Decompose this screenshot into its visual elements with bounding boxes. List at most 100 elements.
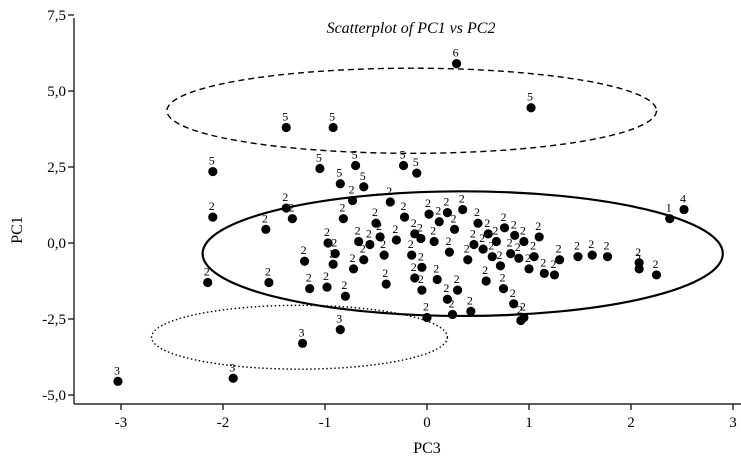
group-ellipses (150, 67, 724, 370)
data-point (281, 203, 291, 213)
data-point (634, 264, 644, 274)
point-label: 1 (666, 201, 672, 215)
data-point (514, 253, 524, 263)
data-point (338, 214, 348, 224)
point-label: 2 (445, 234, 451, 248)
data-point (407, 250, 417, 260)
data-point (359, 182, 369, 192)
point-label: 5 (329, 109, 335, 123)
data-point (432, 274, 442, 285)
data-point (555, 255, 565, 265)
data-point (328, 259, 338, 269)
data-point (365, 239, 375, 250)
point-label: 2 (204, 265, 210, 279)
point-label: 2 (418, 249, 424, 263)
point-label: 5 (527, 90, 533, 104)
data-point (483, 229, 493, 239)
point-label: 2 (288, 201, 294, 215)
point-label: 5 (360, 169, 366, 183)
point-label: 2 (324, 225, 330, 239)
y-tick-label: 7,5 (47, 8, 66, 24)
data-point (587, 250, 597, 260)
y-tick-label: -2,5 (42, 312, 66, 328)
x-tick-label: -3 (115, 415, 128, 431)
data-point (449, 224, 460, 234)
point-label: 2 (443, 195, 449, 209)
data-point (354, 236, 364, 247)
point-label: 5 (209, 154, 215, 168)
point-label: 2 (511, 217, 517, 231)
point-label: 2 (500, 271, 506, 285)
data-point (665, 214, 675, 224)
data-point (466, 306, 476, 316)
data-point (679, 204, 689, 215)
point-label: 5 (400, 147, 406, 161)
point-label: 2 (323, 269, 329, 283)
point-label: 2 (540, 255, 546, 269)
data-point (442, 294, 452, 304)
point-label: 2 (482, 263, 488, 277)
point-label: 2 (588, 237, 594, 251)
point-label: 2 (515, 240, 521, 254)
point-label: 2 (376, 219, 382, 233)
data-point (529, 252, 539, 262)
point-label: 2 (530, 239, 536, 253)
point-label: 2 (520, 223, 526, 237)
data-point (463, 255, 473, 265)
data-point (458, 204, 468, 215)
data-point (524, 264, 534, 274)
data-point (534, 232, 544, 242)
point-label: 2 (551, 257, 557, 271)
data-point (322, 282, 332, 292)
data-point (549, 270, 560, 280)
ellipse-group-2-solid (201, 190, 724, 318)
data-point (340, 291, 350, 301)
data-point (391, 235, 401, 245)
point-label: 2 (430, 223, 436, 237)
data-point (519, 312, 529, 323)
data-point (481, 276, 491, 286)
x-tick-label: 3 (729, 415, 737, 431)
data-point (498, 284, 509, 294)
data-point (297, 338, 308, 348)
chart-title: Scatterplot of PC1 vs PC2 (327, 20, 496, 37)
point-label: 4 (680, 192, 686, 206)
data-point (381, 279, 391, 289)
data-point (287, 214, 297, 224)
data-point (417, 285, 427, 295)
point-label: 2 (265, 265, 271, 279)
data-point (510, 230, 520, 240)
data-point (447, 309, 458, 320)
point-label: 5 (336, 166, 342, 180)
data-point (434, 217, 444, 227)
data-point (315, 163, 325, 174)
point-label: 6 (453, 46, 459, 60)
point-label: 2 (435, 204, 441, 218)
data-point (264, 277, 274, 288)
y-tick-label: 5,0 (47, 84, 66, 100)
point-label: 2 (492, 223, 498, 237)
data-point (416, 233, 426, 244)
data-point (328, 122, 338, 133)
data-point (351, 160, 361, 171)
data-point (519, 236, 529, 247)
data-point (335, 325, 345, 335)
point-label: 3 (114, 363, 120, 377)
point-label: 2 (355, 223, 361, 237)
point-label: 2 (382, 266, 388, 280)
x-tick-label: 1 (525, 415, 533, 431)
point-label: 3 (336, 312, 342, 326)
point-label: 2 (535, 219, 541, 233)
point-label: 2 (479, 231, 485, 245)
point-label: 2 (525, 251, 531, 265)
point-label: 2 (339, 201, 345, 215)
axes (73, 18, 741, 405)
point-label: 2 (451, 211, 457, 225)
data-point (347, 195, 358, 206)
point-label: 2 (510, 286, 516, 300)
data-point (412, 168, 422, 178)
data-point (444, 247, 455, 257)
data-point (453, 285, 463, 295)
data-point (473, 218, 483, 228)
